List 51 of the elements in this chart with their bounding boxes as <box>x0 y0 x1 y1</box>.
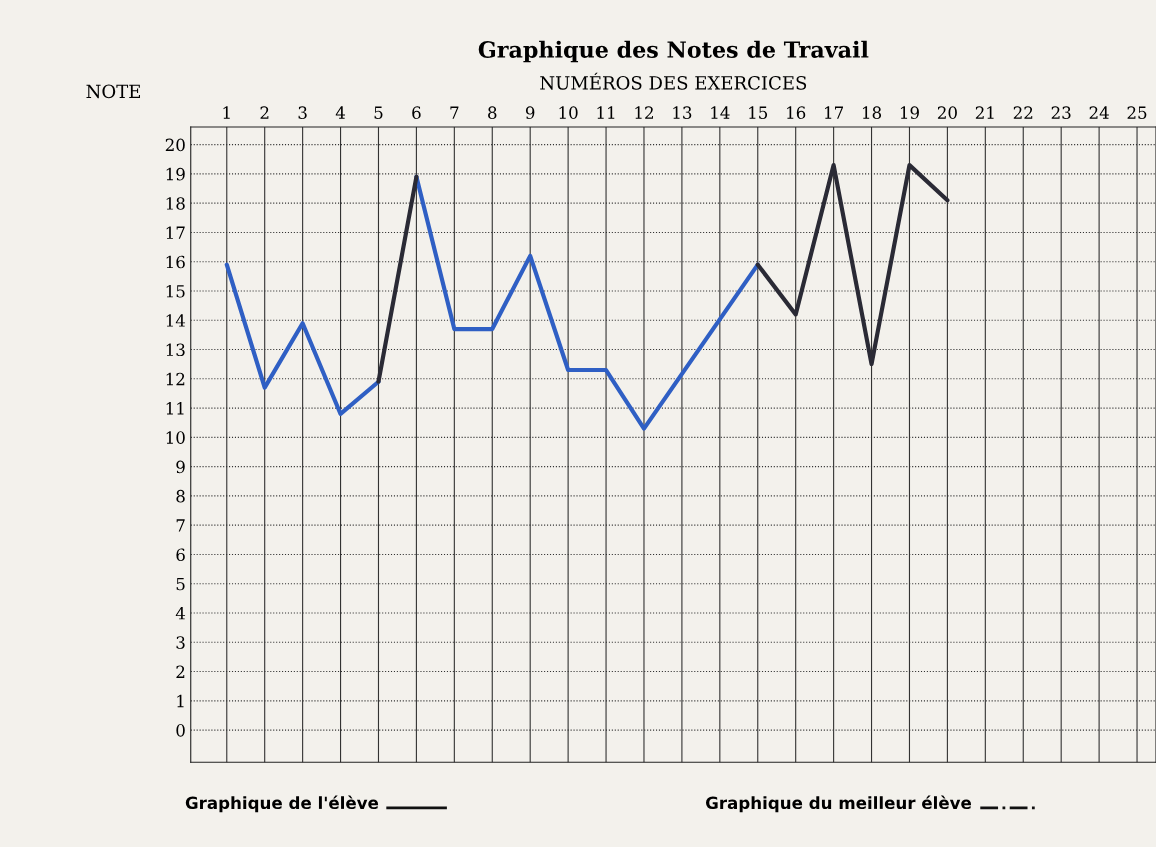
x-tick-label: 17 <box>825 106 844 119</box>
y-tick-label: 11 <box>166 402 184 415</box>
x-tick-label: 20 <box>937 106 957 119</box>
x-tick-label: 5 <box>374 106 383 119</box>
x-tick-label: 14 <box>711 106 730 119</box>
y-tick-label: 19 <box>166 167 185 181</box>
chart-title: Graphique des Notes de Travail <box>478 40 869 63</box>
x-tick-label: 12 <box>635 106 653 119</box>
x-tick-label: 16 <box>787 106 806 119</box>
x-tick-label: 15 <box>749 106 768 119</box>
y-tick-label: 4 <box>175 606 186 620</box>
x-tick-label: 11 <box>597 106 615 119</box>
y-tick-label: 8 <box>176 489 185 503</box>
y-tick-label: 10 <box>166 431 185 444</box>
x-tick-label: 3 <box>298 106 307 119</box>
y-tick-label: 3 <box>176 636 185 649</box>
x-axis-title: NUMÉROS DES EXERCICES <box>540 72 807 90</box>
y-tick-label: 12 <box>166 372 185 386</box>
x-tick-label: 22 <box>1013 106 1033 119</box>
y-tick-label: 13 <box>166 343 185 357</box>
text: Graphique de l'élève <box>185 795 379 813</box>
x-tick-label: 23 <box>1051 106 1071 119</box>
x-tick-label: 21 <box>975 106 994 119</box>
y-tick-label: 2 <box>176 665 185 678</box>
x-tick-label: 10 <box>559 106 578 119</box>
x-tick-label: 9 <box>525 106 535 119</box>
y-tick-label: 5 <box>176 577 185 591</box>
x-tick-label: 1 <box>223 106 230 119</box>
x-tick-label: 2 <box>260 106 269 119</box>
x-tick-label: 18 <box>862 106 882 119</box>
x-tick-label: 6 <box>412 106 421 119</box>
y-tick-label: 16 <box>166 255 185 269</box>
x-tick-label: 25 <box>1127 106 1147 119</box>
y-tick-label: 9 <box>176 460 185 474</box>
x-tick-label: 7 <box>450 106 459 119</box>
x-tick-label: 24 <box>1089 106 1109 119</box>
y-axis-title: NOTE <box>86 84 140 99</box>
y-tick-label: 0 <box>176 724 185 737</box>
x-tick-label: 19 <box>900 106 919 119</box>
y-tick-label: 6 <box>176 548 185 562</box>
x-tick-label: 4 <box>335 106 346 119</box>
y-tick-label: 18 <box>166 197 185 210</box>
y-tick-label: 20 <box>165 138 185 152</box>
text: Graphique du meilleur élève <box>705 795 971 813</box>
x-tick-label: 8 <box>488 106 497 119</box>
x-tick-label: 13 <box>673 106 692 119</box>
y-tick-label: 15 <box>166 284 185 298</box>
y-tick-label: 17 <box>166 226 185 239</box>
y-tick-label: 1 <box>177 694 184 708</box>
y-tick-label: 14 <box>166 314 186 327</box>
y-tick-label: 7 <box>176 519 185 532</box>
